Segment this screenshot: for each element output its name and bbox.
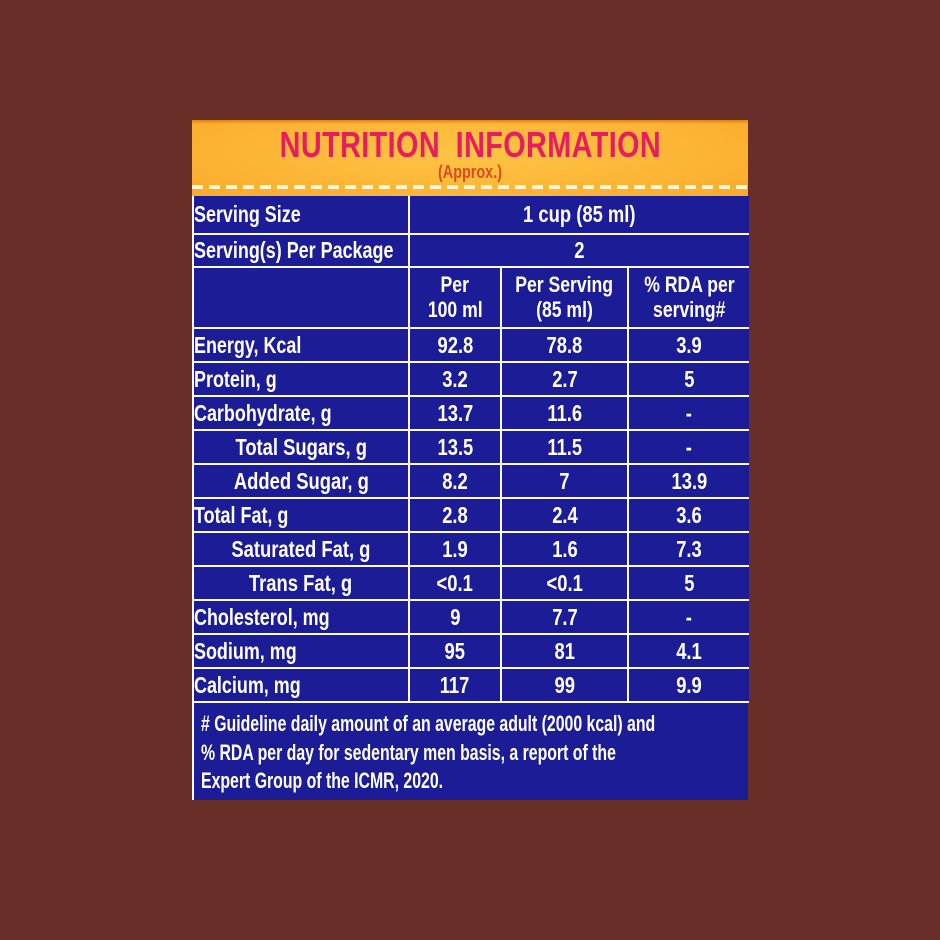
- header-banner: NUTRITION INFORMATION (Approx.): [192, 120, 748, 196]
- nutrient-row: Protein, g 3.2 2.7 5: [192, 361, 749, 397]
- rda-percent-cell: -: [627, 429, 749, 465]
- per-serving-cell: 7.7: [500, 599, 629, 635]
- per-100ml-cell: 13.7: [408, 395, 502, 431]
- rda-percent-cell: 5: [627, 565, 749, 601]
- column-header-row: Per 100 ml Per Serving (85 ml) % RDA per…: [192, 266, 749, 329]
- serving-size-row: Serving Size 1 cup (85 ml): [192, 196, 749, 235]
- nutrient-row: Sodium, mg 95 81 4.1: [192, 633, 749, 669]
- nutrient-name-cell: Protein, g: [192, 361, 410, 397]
- nutrition-table: Serving Size 1 cup (85 ml) Serving(s) Pe…: [192, 196, 749, 703]
- nutrient-name-cell: Cholesterol, mg: [192, 599, 410, 635]
- rda-percent-cell: -: [627, 395, 749, 431]
- dashed-divider: [192, 185, 748, 189]
- subtitle: (Approx.): [192, 162, 748, 183]
- nutrient-row: Carbohydrate, g 13.7 11.6-: [192, 395, 749, 431]
- per-100ml-cell: 8.2: [408, 463, 502, 499]
- per-serving-cell: 81: [500, 633, 629, 669]
- col-header-per-serving: Per Serving (85 ml): [500, 266, 629, 329]
- nutrient-row: Total Fat, g 2.8 2.4 3.6: [192, 497, 749, 533]
- title-text: NUTRITION INFORMATION: [279, 124, 661, 165]
- footnote: # Guideline daily amount of an average a…: [192, 703, 748, 800]
- nutrient-row: Cholesterol, mg 9 7.7-: [192, 599, 749, 635]
- serving-size-label-cell: Serving Size: [192, 196, 410, 235]
- nutrient-name-cell: Sodium, mg: [192, 633, 410, 669]
- nutrition-label: NUTRITION INFORMATION (Approx.) Serving …: [192, 120, 749, 828]
- per-serving-cell: 11.5: [500, 429, 629, 465]
- servings-per-package-value-cell: 2: [408, 233, 749, 268]
- per-100ml-cell: <0.1: [408, 565, 502, 601]
- per-serving-cell: <0.1: [500, 565, 629, 601]
- col-header-per-100ml: Per 100 ml: [408, 266, 502, 329]
- nutrient-row: Energy, Kcal 92.8 78.8 3.9: [192, 328, 749, 363]
- per-serving-cell: 99: [500, 667, 629, 703]
- col-header-rda: % RDA per serving#: [627, 266, 749, 329]
- per-serving-cell: 78.8: [500, 328, 629, 363]
- per-100ml-cell: 9: [408, 599, 502, 635]
- per-serving-cell: 2.7: [500, 361, 629, 397]
- nutrient-name-cell: Total Sugars, g: [192, 429, 410, 465]
- nutrient-name-cell: Carbohydrate, g: [192, 395, 410, 431]
- rda-percent-cell: 4.1: [627, 633, 749, 669]
- rda-percent-cell: -: [627, 599, 749, 635]
- per-serving-cell: 1.6: [500, 531, 629, 567]
- per-100ml-cell: 13.5: [408, 429, 502, 465]
- footnote-line: % RDA per day for sedentary men basis, a…: [201, 739, 616, 765]
- servings-per-package-label-cell: Serving(s) Per Package: [192, 233, 410, 268]
- nutrient-rows: Energy, Kcal 92.8 78.8 3.9 Protein, g 3.2 2.7 5…: [192, 328, 749, 703]
- per-100ml-cell: 92.8: [408, 328, 502, 363]
- rda-percent-cell: 5: [627, 361, 749, 397]
- nutrient-row: Total Sugars, g 13.5 11.5-: [192, 429, 749, 465]
- per-serving-cell: 2.4: [500, 497, 629, 533]
- nutrient-row: Trans Fat, g <0.1 <0.1 5: [192, 565, 749, 601]
- nutrient-row: Calcium, mg 117 99 9.9: [192, 667, 749, 703]
- footnote-line: # Guideline daily amount of an average a…: [201, 711, 656, 736]
- per-100ml-cell: 3.2: [408, 361, 502, 397]
- servings-per-package-row: Serving(s) Per Package 2: [192, 233, 749, 268]
- nutrient-name-cell: Calcium, mg: [192, 667, 410, 703]
- rda-percent-cell: 9.9: [627, 667, 749, 703]
- nutrient-row: Added Sugar, g 8.2 7 13.9: [192, 463, 749, 499]
- empty-header-cell: [192, 266, 410, 329]
- rda-percent-cell: 3.6: [627, 497, 749, 533]
- nutrient-name-cell: Added Sugar, g: [192, 463, 410, 499]
- rda-percent-cell: 7.3: [627, 531, 749, 567]
- per-serving-cell: 7: [500, 463, 629, 499]
- nutrient-name-cell: Energy, Kcal: [192, 328, 410, 363]
- nutrient-row: Saturated Fat, g 1.9 1.6 7.3: [192, 531, 749, 567]
- per-100ml-cell: 1.9: [408, 531, 502, 567]
- serving-size-value-cell: 1 cup (85 ml): [408, 196, 749, 235]
- nutrient-name-cell: Saturated Fat, g: [192, 531, 410, 567]
- nutrient-name-cell: Total Fat, g: [192, 497, 410, 533]
- per-serving-cell: 11.6: [500, 395, 629, 431]
- per-100ml-cell: 2.8: [408, 497, 502, 533]
- nutrient-name-cell: Trans Fat, g: [192, 565, 410, 601]
- per-100ml-cell: 95: [408, 633, 502, 669]
- footnote-line: Expert Group of the ICMR, 2020.: [201, 768, 444, 794]
- rda-percent-cell: 3.9: [627, 328, 749, 363]
- per-100ml-cell: 117: [408, 667, 502, 703]
- subtitle-text: (Approx.): [438, 162, 502, 182]
- rda-percent-cell: 13.9: [627, 463, 749, 499]
- page-title: NUTRITION INFORMATION: [192, 120, 748, 163]
